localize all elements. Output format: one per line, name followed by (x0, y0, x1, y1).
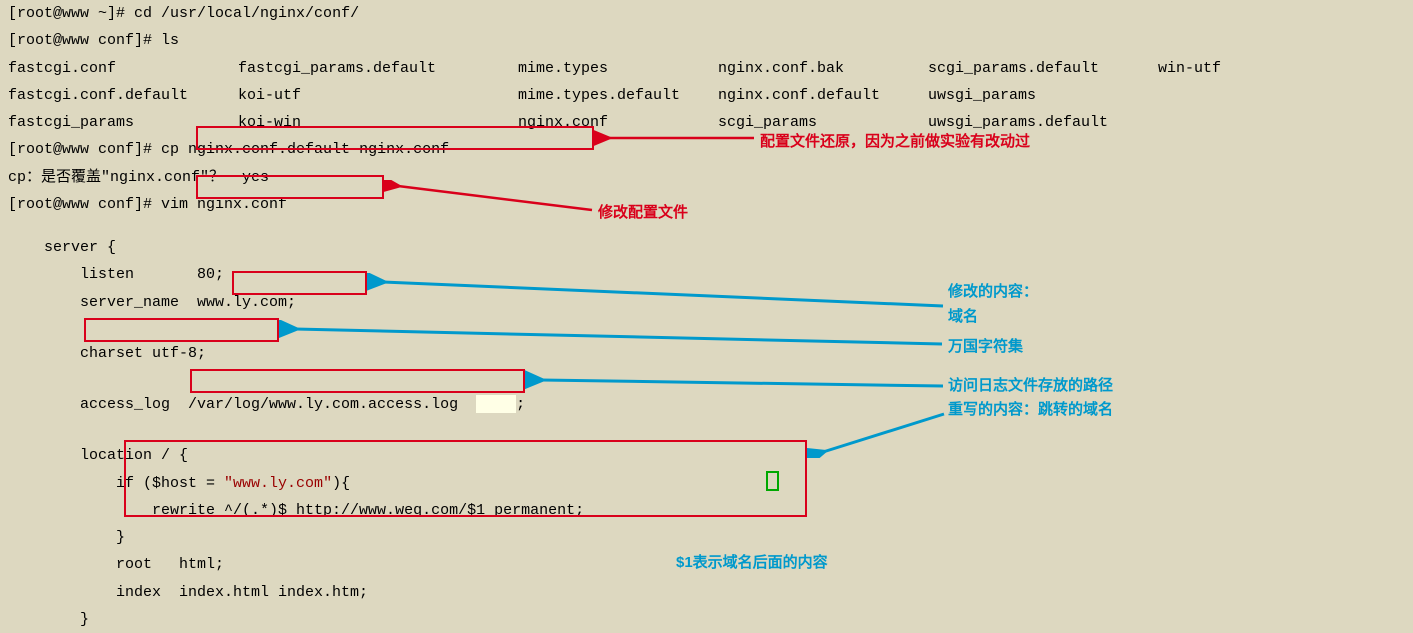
ls-row-1: fastcgi.conf fastcgi_params.default mime… (0, 55, 1413, 82)
file-cell: koi-utf (238, 84, 518, 107)
file-cell: nginx.conf.bak (718, 57, 928, 80)
highlight-box-server-name (232, 271, 367, 295)
blurred-region (476, 395, 516, 413)
prompt: [root@www conf]# (8, 141, 161, 158)
file-cell: scgi_params.default (928, 57, 1158, 80)
arrow-red-2 (384, 180, 594, 216)
annotation-domain: 域名 (948, 305, 978, 326)
arrow-blue-1 (367, 273, 945, 311)
file-cell: mime.types (518, 57, 718, 80)
file-cell (1158, 84, 1258, 107)
vim-index: index index.html index.htm; (0, 579, 1413, 606)
ls-row-2: fastcgi.conf.default koi-utf mime.types.… (0, 82, 1413, 109)
access-log-value: /var/log/www.ly.com.access.log (188, 396, 458, 413)
prompt: [root@www ~]# (8, 5, 134, 22)
server-name-value: www.ly.com; (197, 294, 296, 311)
highlight-box-cp (196, 126, 594, 150)
arrow-red-1 (594, 128, 756, 148)
annotation-rewrite: 重写的内容：跳转的域名 (948, 398, 1113, 419)
vim-location-close: } (0, 606, 1413, 633)
file-cell: mime.types.default (518, 84, 718, 107)
annotation-dollar1: $1表示域名后面的内容 (676, 551, 828, 572)
terminal-line-ls: [root@www conf]# ls (0, 27, 1413, 54)
charset-value: charset utf-8; (80, 345, 206, 362)
command-ls: ls (161, 32, 179, 49)
arrow-blue-4 (807, 410, 947, 458)
arrow-blue-2 (279, 320, 944, 350)
vim-server-open: server { (0, 234, 1413, 261)
file-cell: fastcgi_params.default (238, 57, 518, 80)
annotation-charset: 万国字符集 (948, 335, 1023, 356)
highlight-box-charset (84, 318, 279, 342)
annotation-modified-title: 修改的内容： (948, 280, 1038, 301)
annotation-accesslog: 访问日志文件存放的路径 (948, 374, 1113, 395)
highlight-box-access-log (190, 369, 525, 393)
file-cell: uwsgi_params (928, 84, 1158, 107)
annotation-cp-restore: 配置文件还原，因为之前做实验有改动过 (760, 130, 1030, 151)
file-cell: fastcgi.conf (8, 57, 238, 80)
file-cell (1158, 111, 1258, 134)
file-cell: win-utf (1158, 57, 1258, 80)
annotation-edit-config: 修改配置文件 (598, 201, 688, 222)
command-cd: cd /usr/local/nginx/conf/ (134, 5, 359, 22)
highlight-box-vim (196, 175, 384, 199)
prompt: [root@www conf]# (8, 196, 161, 213)
file-cell: nginx.conf.default (718, 84, 928, 107)
arrow-blue-3 (525, 370, 945, 400)
highlight-box-rewrite (124, 440, 807, 517)
highlight-box-semicolon (766, 471, 779, 491)
terminal-line-cd: [root@www ~]# cd /usr/local/nginx/conf/ (0, 0, 1413, 27)
vim-if-close: } (0, 524, 1413, 551)
prompt: [root@www conf]# (8, 32, 161, 49)
file-cell: fastcgi.conf.default (8, 84, 238, 107)
